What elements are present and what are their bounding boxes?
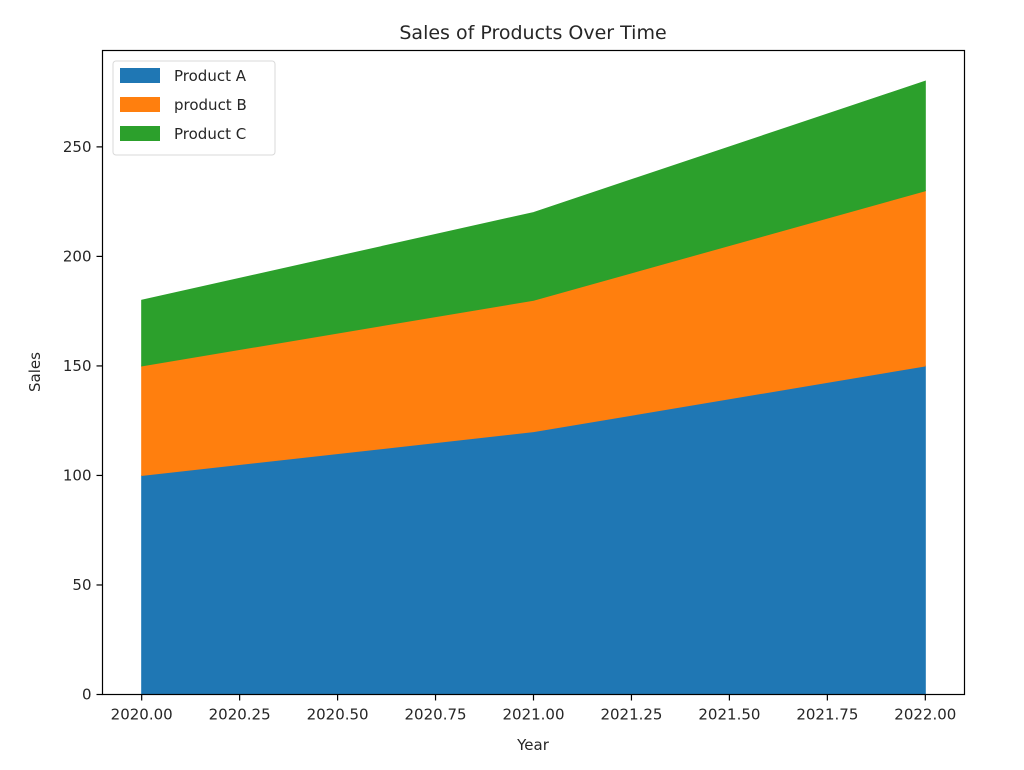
y-tick-label: 100: [63, 466, 92, 484]
x-tick-label: 2021.50: [698, 706, 760, 724]
legend-swatch: [120, 126, 160, 141]
legend-swatch: [120, 97, 160, 112]
y-tick-label: 250: [63, 138, 92, 156]
x-tick-label: 2022.00: [894, 706, 956, 724]
x-tick-label: 2021.75: [796, 706, 858, 724]
x-tick-label: 2020.00: [111, 706, 173, 724]
y-tick-label: 150: [63, 357, 92, 375]
area-series-group: [141, 80, 926, 695]
legend-label: Product A: [174, 67, 247, 85]
x-axis-ticks: 2020.00 2020.25 2020.50 2020.75 2021.00 2021.…: [111, 694, 956, 724]
area-series-product-c: [141, 80, 926, 367]
legend-label: Product C: [174, 125, 246, 143]
x-tick-label: 2021.00: [502, 706, 564, 724]
x-tick-label: 2020.50: [307, 706, 369, 724]
y-tick-label: 0: [82, 686, 92, 704]
chart-title: Sales of Products Over Time: [399, 22, 666, 44]
legend-label: product B: [174, 96, 247, 114]
x-axis-label: Year: [516, 736, 550, 754]
legend-swatch: [120, 68, 160, 83]
x-tick-label: 2020.75: [405, 706, 467, 724]
legend: Product A product B Product C: [112, 60, 276, 156]
y-tick-label: 200: [63, 247, 92, 265]
y-axis-label: Sales: [26, 352, 44, 392]
y-tick-label: 50: [72, 576, 91, 594]
x-tick-label: 2021.25: [600, 706, 662, 724]
x-tick-label: 2020.25: [209, 706, 271, 724]
y-axis-ticks: 0 50 100 150 200 250: [63, 138, 103, 704]
